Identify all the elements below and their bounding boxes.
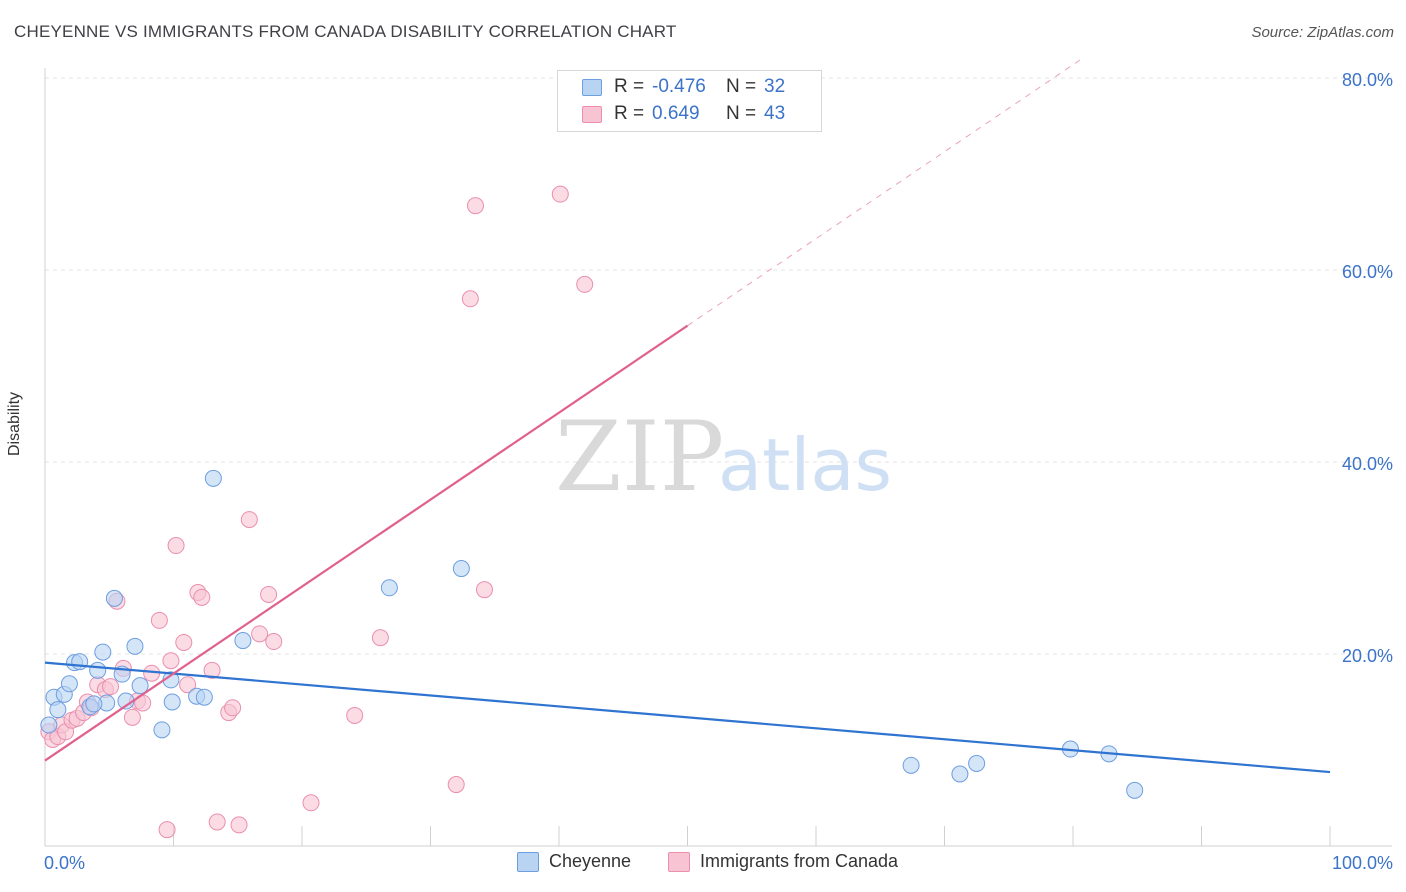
- legend-n-label: N =: [726, 103, 757, 124]
- legend-n-value: 43: [764, 103, 786, 124]
- canada-point: [193, 588, 211, 606]
- cheyenne-point: [89, 661, 107, 679]
- cheyenne-trend-line: [44, 661, 1331, 774]
- cheyenne-point: [452, 560, 470, 578]
- cheyenne-swatch-icon: [582, 78, 602, 96]
- legend-r-value: 0.649: [652, 103, 700, 124]
- stats-legend: R = -0.476 N = 32 R = 0.649 N = 43: [557, 70, 822, 132]
- cheyenne-point: [85, 695, 103, 713]
- cheyenne-point: [234, 632, 252, 650]
- canada-point: [158, 821, 176, 839]
- bottom-legend-cheyenne: Cheyenne: [517, 851, 631, 872]
- canada-point: [230, 816, 248, 834]
- cheyenne-point: [380, 579, 398, 597]
- y-tick-label: 60.0%: [1342, 262, 1393, 282]
- grid-layer: [45, 77, 1392, 655]
- canada-point: [224, 699, 242, 717]
- cheyenne-points: [40, 469, 1144, 799]
- canada-point: [251, 625, 269, 643]
- legend-row-canada: R = 0.649 N = 43: [582, 103, 785, 125]
- cheyenne-point: [951, 765, 969, 783]
- cheyenne-point: [49, 701, 67, 719]
- y-axis-label: Disability: [6, 391, 23, 456]
- canada-legend-icon: [668, 851, 690, 872]
- canada-point: [175, 633, 193, 651]
- canada-point: [466, 197, 484, 215]
- legend-n-label: N =: [726, 76, 757, 97]
- x-tick-label: 100.0%: [1332, 853, 1393, 873]
- canada-point: [475, 581, 493, 599]
- canada-point: [162, 652, 180, 670]
- cheyenne-point: [902, 756, 920, 774]
- cheyenne-point: [131, 677, 149, 695]
- canada-point: [461, 290, 479, 308]
- canada-point: [551, 185, 569, 203]
- cheyenne-point: [153, 721, 171, 739]
- cheyenne-point: [60, 675, 78, 693]
- y-tick-label: 80.0%: [1342, 70, 1393, 90]
- watermark-zip: ZIP: [555, 401, 724, 513]
- legend-r-label: R =: [614, 76, 645, 97]
- watermark-atlas: atlas: [718, 423, 892, 507]
- canada-point: [302, 794, 320, 812]
- bottom-legend-label: Immigrants from Canada: [700, 851, 899, 871]
- canada-point: [240, 511, 258, 529]
- cheyenne-point: [968, 754, 986, 772]
- axes-layer: [44, 68, 1392, 847]
- canada-point: [371, 629, 389, 647]
- canada-point: [265, 633, 283, 651]
- tick-labels: 20.0% 40.0% 60.0% 80.0% 0.0% 100.0%: [44, 70, 1393, 873]
- watermark: ZIP atlas: [555, 401, 892, 513]
- bottom-legend-canada: Immigrants from Canada: [668, 851, 898, 872]
- cheyenne-point: [204, 469, 222, 487]
- y-tick-label: 40.0%: [1342, 454, 1393, 474]
- canada-trend-line: [44, 324, 689, 762]
- x-tick-label: 0.0%: [44, 853, 85, 873]
- canada-point: [123, 708, 141, 726]
- cheyenne-point: [195, 688, 213, 706]
- trend-lines: [44, 58, 1331, 774]
- cheyenne-point: [1126, 781, 1144, 799]
- canada-point: [179, 676, 197, 694]
- cheyenne-point: [163, 693, 181, 711]
- canada-point: [150, 611, 168, 629]
- legend-n-value: 32: [764, 76, 786, 97]
- canada-point: [260, 585, 278, 603]
- canada-point: [102, 678, 120, 696]
- bottom-legend-label: Cheyenne: [549, 851, 632, 871]
- canada-point: [576, 275, 594, 293]
- legend-r-label: R =: [614, 103, 645, 124]
- y-tick-label: 20.0%: [1342, 646, 1393, 666]
- cheyenne-point: [105, 589, 123, 607]
- canada-point: [208, 813, 226, 831]
- cheyenne-legend-icon: [517, 851, 539, 872]
- canada-point: [447, 776, 465, 794]
- cheyenne-point: [71, 653, 89, 671]
- legend-r-value: -0.476: [652, 76, 706, 97]
- canada-point: [203, 661, 221, 679]
- canada-points: [40, 185, 594, 839]
- source-credit: Source: ZipAtlas.com: [1251, 24, 1394, 41]
- canada-point: [167, 537, 185, 555]
- cheyenne-point: [126, 637, 144, 655]
- cheyenne-point: [40, 716, 58, 734]
- chart-title: CHEYENNE VS IMMIGRANTS FROM CANADA DISAB…: [14, 22, 677, 41]
- canada-swatch-icon: [582, 105, 602, 123]
- canada-trend-extension: [687, 58, 1083, 327]
- canada-point: [346, 706, 364, 724]
- cheyenne-point: [94, 643, 112, 661]
- legend-row-cheyenne: R = -0.476 N = 32: [582, 76, 785, 98]
